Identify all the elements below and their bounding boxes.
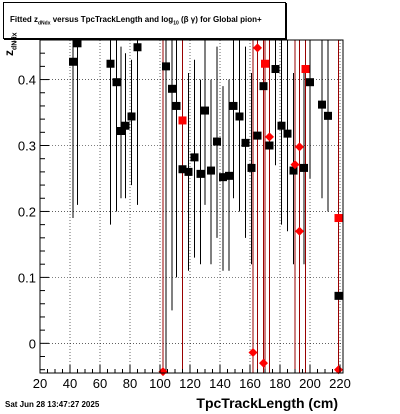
data-point-square (219, 173, 227, 182)
data-point-square (334, 214, 343, 223)
data-point-square (229, 101, 238, 110)
data-point-square (73, 39, 82, 48)
data-point-square (289, 166, 298, 175)
data-point-square (241, 138, 250, 147)
data-point-square (168, 84, 176, 93)
x-tick-label: 80 (123, 376, 137, 391)
data-point-diamond (259, 358, 268, 368)
y-tick-label: 0.2 (18, 204, 36, 219)
data-point-square (112, 78, 121, 87)
x-tick-label: 40 (63, 376, 77, 391)
x-tick-label: 60 (93, 376, 107, 391)
x-tick-label: 140 (209, 376, 231, 391)
y-tick-label: 0.4 (18, 73, 36, 88)
y-axis-title-sub: dNdx (11, 32, 19, 51)
data-point-diamond (290, 160, 300, 170)
data-markers (69, 39, 343, 377)
x-tick-label: 180 (269, 376, 291, 391)
data-point-square (277, 121, 286, 130)
y-tick-label: 0.3 (18, 139, 36, 154)
data-point-square (306, 78, 314, 87)
data-point-square (196, 169, 205, 178)
data-point-diamond (253, 43, 262, 53)
data-point-square (190, 153, 199, 162)
data-point-square (261, 59, 269, 68)
data-point-square (127, 112, 136, 121)
data-point-square (253, 131, 262, 140)
y-axis-title-main: z (2, 50, 16, 56)
data-point-square (133, 43, 142, 52)
x-tick-label: 220 (329, 376, 351, 391)
title-sub-1: dNdx (38, 20, 51, 27)
data-point-diamond (295, 142, 304, 152)
data-point-square (117, 126, 125, 135)
data-point-square (69, 57, 77, 66)
data-point-square (300, 163, 308, 172)
data-point-square (247, 163, 256, 172)
y-axis-title: zdNdx (2, 33, 18, 57)
data-point-diamond (334, 365, 343, 375)
tick-labels: 20 40 60 80 100 120 140 160 180 200 220 0 0.1 0.2 0.3 0… (18, 73, 351, 391)
data-point-square (334, 291, 343, 300)
data-point-square (283, 129, 292, 138)
x-tick-label: 160 (239, 376, 261, 391)
data-point-square (184, 167, 193, 176)
data-point-square (213, 137, 221, 146)
title-part-1: Fitted z (10, 14, 38, 24)
title-part-3: (β γ) for Global pion+ (178, 14, 262, 24)
data-point-square (259, 82, 268, 91)
data-point-diamond (295, 226, 304, 236)
x-tick-label: 120 (179, 376, 201, 391)
timestamp: Sat Jun 28 13:47:27 2025 (5, 400, 100, 409)
data-point-square (265, 141, 274, 150)
x-tick-label: 100 (149, 376, 171, 391)
title-part-2: versus TpcTrackLength and log (50, 14, 174, 24)
title-box: Fitted zdNdx versus TpcTrackLength and l… (3, 2, 286, 39)
title-sub-2: 10 (173, 20, 179, 27)
data-point-square (201, 106, 209, 115)
data-point-square (162, 62, 170, 71)
error-bars (72, 40, 339, 373)
plot-frame (39, 39, 344, 374)
data-point-square (178, 116, 187, 125)
data-point-square (271, 65, 280, 74)
data-point-square (106, 59, 115, 68)
x-tick-label: 200 (299, 376, 321, 391)
x-axis-title: TpcTrackLength (cm) (196, 395, 338, 411)
y-tick-label: 0.1 (18, 270, 36, 285)
data-point-square (207, 166, 215, 175)
axis-ticks (39, 39, 341, 373)
data-point-square (318, 100, 326, 109)
data-point-diamond (158, 367, 168, 377)
data-point-square (324, 111, 332, 120)
data-point-square (301, 65, 310, 74)
data-point-diamond (265, 132, 274, 142)
data-point-square (235, 112, 244, 121)
data-point-square (121, 121, 130, 130)
data-point-diamond (248, 348, 258, 358)
data-point-square (172, 101, 181, 110)
y-tick-label: 0 (29, 336, 36, 351)
x-tick-label: 20 (33, 376, 47, 391)
data-point-square (225, 171, 233, 180)
grid-lines (39, 40, 343, 373)
data-point-square (178, 165, 187, 174)
